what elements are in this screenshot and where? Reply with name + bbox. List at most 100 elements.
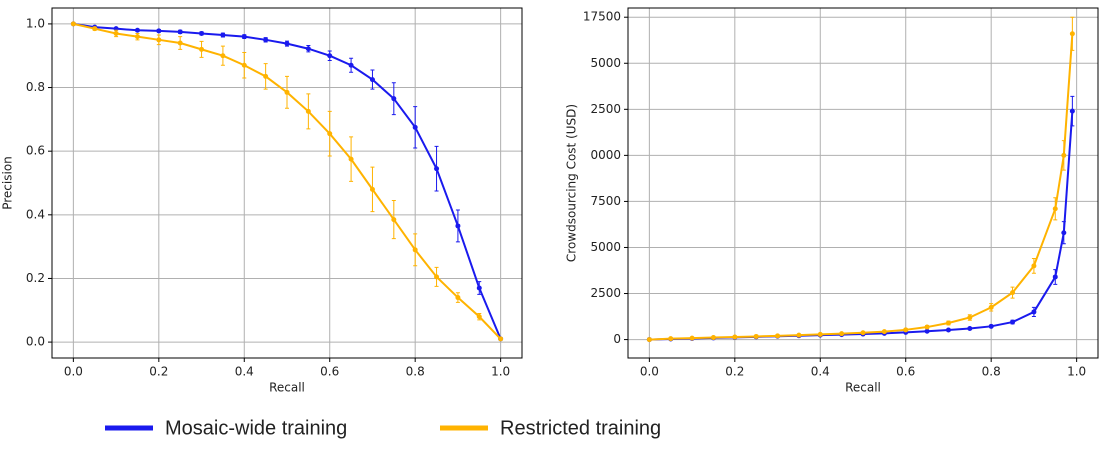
data-point [434,166,439,171]
y-tick-label: 0.8 [26,80,45,94]
y-axis-label: Precision [1,156,15,210]
data-point [647,337,652,342]
data-point [946,328,951,333]
data-point [668,336,673,341]
data-point [71,21,76,26]
data-point [413,125,418,130]
data-point [413,247,418,252]
data-point [349,157,354,162]
data-point [306,46,311,51]
data-point [135,28,140,33]
data-point [285,90,290,95]
y-tick-label: 5000 [590,240,621,254]
data-point [370,187,375,192]
data-point [455,223,460,228]
data-point [263,37,268,42]
data-point [327,131,332,136]
data-point [349,63,354,68]
x-tick-label: 1.0 [1067,365,1086,379]
data-point [135,34,140,39]
data-point [989,305,994,310]
y-tick-label: 2500 [590,102,621,116]
data-point [498,336,503,341]
data-point [92,26,97,31]
x-tick-label: 0.8 [982,365,1001,379]
x-tick-label: 0.4 [235,365,254,379]
legend-text: Restricted training [500,417,661,439]
series-line [649,111,1072,339]
data-point [796,333,801,338]
data-point [839,331,844,336]
data-point [263,74,268,79]
data-point [882,329,887,334]
data-point [903,327,908,332]
y-tick-label: 1.0 [26,16,45,30]
data-point [946,321,951,326]
data-point [1031,263,1036,268]
data-point [156,28,161,33]
data-point [1010,320,1015,325]
x-tick-label: 1.0 [491,365,510,379]
y-axis-label: Crowdsourcing Cost (USD) [565,104,579,262]
data-point [306,109,311,114]
data-point [242,34,247,39]
x-tick-label: 0.2 [149,365,168,379]
plot-frame [52,8,522,358]
y-tick-label: 0.6 [26,144,45,158]
data-point [1061,153,1066,158]
data-point [967,326,972,331]
data-point [114,31,119,36]
x-tick-label: 0.0 [64,365,83,379]
data-point [391,217,396,222]
data-point [178,41,183,46]
data-point [434,274,439,279]
data-point [1070,109,1075,114]
data-point [242,63,247,68]
data-point [967,315,972,320]
x-tick-label: 0.8 [406,365,425,379]
y-tick-label: 0.4 [26,207,45,221]
x-tick-label: 0.0 [640,365,659,379]
data-point [370,77,375,82]
data-point [1053,206,1058,211]
data-point [775,333,780,338]
data-point [925,325,930,330]
data-point [455,295,460,300]
data-point [285,41,290,46]
data-point [156,37,161,42]
data-point [732,335,737,340]
data-point [861,330,866,335]
data-point [1031,309,1036,314]
data-point [989,324,994,329]
data-point [1061,230,1066,235]
y-tick-label: 0000 [590,148,621,162]
y-tick-label: 7500 [590,194,621,208]
y-tick-label: 17500 [583,10,621,24]
data-point [818,332,823,337]
data-point [711,335,716,340]
data-point [477,314,482,319]
data-point [220,33,225,38]
x-tick-label: 0.6 [896,365,915,379]
data-point [391,96,396,101]
y-tick-label: 0.0 [26,335,45,349]
data-point [754,334,759,339]
data-point [220,53,225,58]
y-tick-label: 0 [613,332,621,346]
legend-text: Mosaic-wide training [165,417,347,439]
data-point [690,336,695,341]
data-point [199,47,204,52]
plot-frame [628,8,1098,358]
x-axis-label: Recall [269,381,305,395]
x-axis-label: Recall [845,381,881,395]
data-point [477,286,482,291]
y-tick-label: 5000 [590,56,621,70]
data-point [178,29,183,34]
y-tick-label: 0.2 [26,271,45,285]
x-tick-label: 0.4 [811,365,830,379]
y-tick-label: 2500 [590,286,621,300]
x-tick-label: 0.6 [320,365,339,379]
data-point [1070,31,1075,36]
data-point [1053,274,1058,279]
data-point [1010,290,1015,295]
